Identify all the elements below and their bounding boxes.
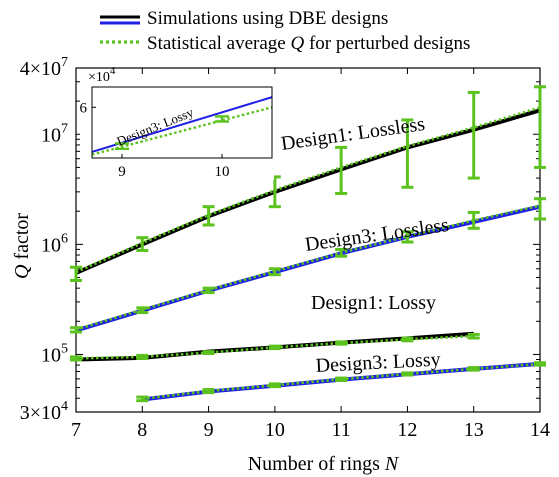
y-tick-label: 105 [41, 341, 68, 366]
x-axis-label: Number of rings N [248, 453, 400, 475]
y-tick-label: 4×107 [20, 55, 68, 80]
x-tick-label: 8 [137, 419, 147, 441]
design3-lossless-label: Design3: Lossless [304, 214, 451, 256]
x-tick-label: 7 [71, 419, 81, 441]
inset-y-tick-label: 6 [80, 100, 88, 116]
x-tick-label: 11 [332, 419, 351, 441]
inset-background [80, 76, 274, 180]
y-axis-label: Q factor [11, 213, 33, 279]
x-tick-label: 13 [464, 419, 484, 441]
legend: Simulations using DBE designs Statistica… [100, 8, 470, 54]
y-tick-label: 107 [41, 121, 68, 146]
legend-label-simulations: Simulations using DBE designs [147, 8, 388, 29]
x-tick-label: 9 [204, 419, 214, 441]
design3-lossless-average-line [75, 204, 541, 331]
design1-lossless-average-line [75, 106, 541, 274]
x-tick-label: 14 [530, 419, 550, 441]
inset-frame [91, 86, 273, 159]
x-tick-label: 12 [397, 419, 417, 441]
y-tick-label: 3×104 [20, 399, 68, 424]
plot-frame [75, 67, 541, 413]
inset-exponent-label: ×104 [88, 65, 116, 85]
svg-text:Q factor: Q factor [11, 213, 33, 279]
inset-x-tick-label: 10 [215, 164, 230, 180]
inset-x-tick-label: 9 [118, 164, 126, 180]
inset-series [92, 96, 272, 156]
design1-lossless-simulation-line [75, 108, 541, 275]
design1-lossy-label: Design1: Lossy [311, 292, 436, 314]
y-tick-label: 106 [41, 231, 68, 256]
x-tick-label: 10 [265, 419, 285, 441]
legend-label-average: Statistical average Q for perturbed desi… [147, 33, 470, 54]
